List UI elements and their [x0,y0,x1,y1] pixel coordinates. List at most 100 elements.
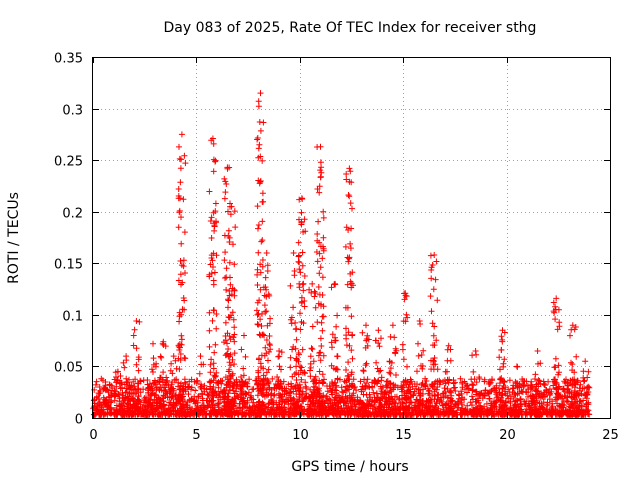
data-point [274,374,281,380]
data-point [377,403,384,410]
data-point [252,377,259,384]
data-point [329,406,336,413]
data-point [375,327,382,334]
data-point [117,373,124,379]
data-point [390,403,397,410]
data-point [144,381,151,388]
data-point [275,383,282,390]
data-point [343,342,350,349]
data-point [279,398,286,405]
data-point [316,377,323,384]
data-point [404,405,411,412]
data-point [343,387,350,394]
data-point [296,284,303,291]
data-point [445,342,452,349]
data-point [96,390,103,397]
data-point [244,383,251,390]
data-point [310,377,317,384]
data-point [150,355,157,362]
data-point [347,399,354,406]
data-point [332,407,339,414]
data-point [231,361,238,368]
data-point [410,392,417,399]
data-point [263,389,270,396]
data-point [420,347,427,354]
data-point [552,316,559,323]
data-point [229,285,236,292]
data-point [222,374,229,381]
data-point [288,380,295,387]
data-point [201,408,208,415]
data-point [142,402,149,409]
data-point [227,281,234,288]
data-point [316,397,323,404]
data-point [306,286,313,293]
data-point [527,406,534,413]
data-point [571,376,578,383]
data-point [568,359,574,366]
data-point [317,167,324,174]
data-point [180,388,187,395]
data-point [499,391,506,398]
data-point [125,395,131,401]
data-point [375,340,382,347]
data-point [363,391,370,398]
data-point [151,402,158,409]
data-point [266,384,273,391]
data-point [182,270,188,276]
data-point [213,219,219,226]
data-point [506,377,513,384]
data-point [404,363,410,370]
data-point [136,397,143,404]
data-point [241,397,247,404]
data-point [528,378,535,385]
data-point [241,332,247,339]
data-point [140,386,147,393]
data-point [335,400,342,407]
data-point [432,378,439,385]
data-point [334,366,341,373]
data-point [207,386,214,393]
data-point [486,381,493,387]
data-point [559,407,566,414]
data-point [212,341,219,348]
data-point [366,400,373,407]
data-point [347,200,354,207]
data-point [222,410,229,417]
data-point [349,331,356,338]
data-point [225,208,231,215]
data-point [430,411,437,418]
data-point [269,375,276,382]
data-point [130,397,137,404]
data-point [318,301,324,308]
data-point [535,360,541,367]
data-point [496,389,503,396]
data-point [332,337,339,344]
data-point [300,229,307,235]
data-point [399,341,406,348]
data-point [210,277,217,284]
data-point [197,353,204,360]
data-point [93,378,100,385]
data-point [560,386,567,393]
data-point [378,374,385,381]
data-point [99,377,106,384]
data-point [345,372,352,379]
data-point [227,200,233,207]
data-point [400,356,407,363]
data-point [200,361,207,368]
data-point [260,409,267,416]
data-point [338,396,345,403]
data-point [113,383,120,390]
data-point [569,367,576,374]
data-point [242,353,249,360]
data-point [231,324,238,331]
data-point [580,397,587,404]
data-point [427,252,434,259]
data-point [496,409,503,416]
data-point [225,233,232,239]
data-point [124,400,131,407]
data-point [255,310,262,317]
data-point [454,399,461,406]
data-point [339,395,346,402]
